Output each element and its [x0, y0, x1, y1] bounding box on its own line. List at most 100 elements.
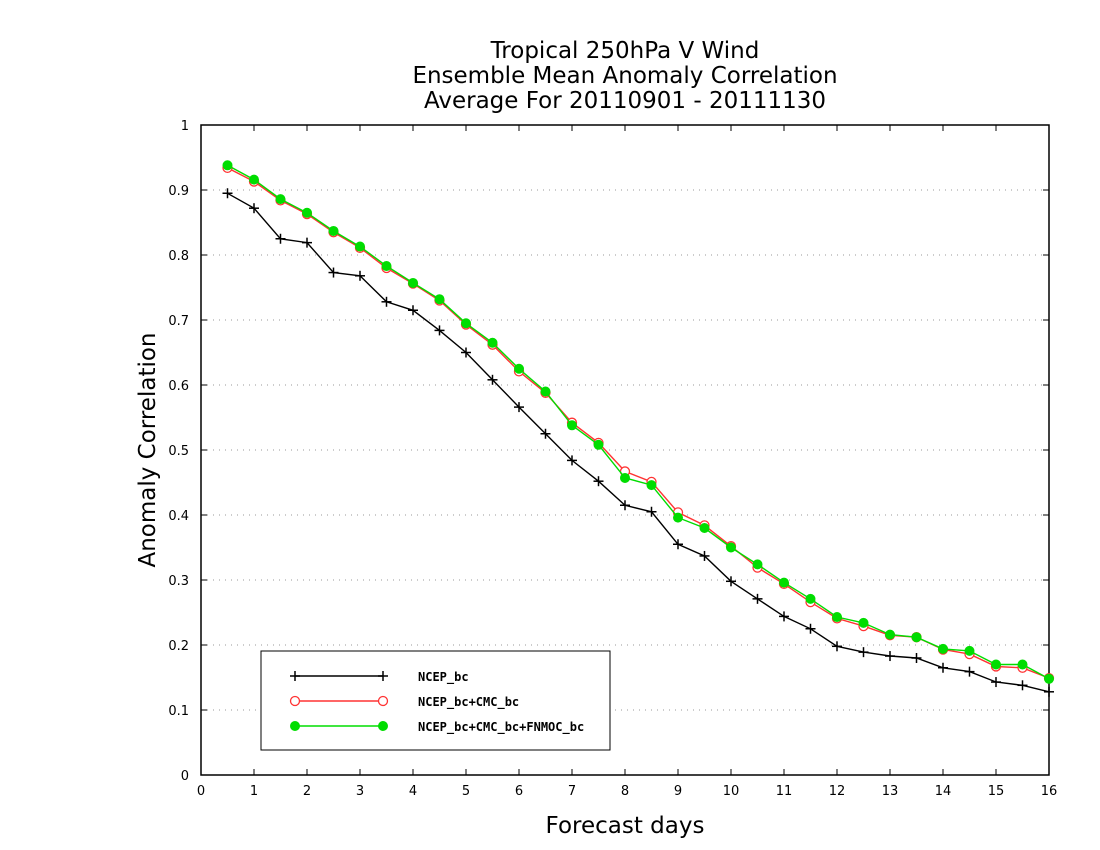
series-1	[222, 188, 1054, 697]
y-axis-label: Anomaly Correlation	[135, 332, 161, 567]
x-tick-label: 12	[829, 784, 846, 799]
x-tick-label: 14	[935, 784, 952, 799]
data-point	[726, 576, 736, 587]
x-tick-label: 1	[250, 784, 258, 799]
data-point	[964, 645, 975, 656]
series-group	[222, 160, 1055, 697]
x-tick-label: 13	[882, 784, 899, 799]
data-point	[461, 318, 471, 329]
data-point	[673, 539, 683, 550]
data-point	[699, 523, 710, 533]
series-3	[222, 160, 1054, 684]
series-line	[227, 167, 1050, 679]
data-point	[805, 593, 816, 604]
data-point	[752, 593, 763, 604]
data-point	[1017, 659, 1028, 670]
data-point	[461, 347, 471, 358]
x-tick-label: 6	[515, 784, 523, 799]
legend-item: NCEP_bc	[290, 670, 469, 685]
data-point	[355, 241, 365, 252]
title-line-1: Tropical 250hPa V Wind	[490, 38, 760, 64]
data-point	[302, 207, 312, 218]
x-tick-label: 15	[988, 784, 1005, 799]
axis-ticks: 0 1 2 3 4 5 6 7 8 9 10 11 12 13 14 15 1600.10.20.30.40.5…	[168, 119, 1057, 799]
y-tick-label: 0.1	[168, 704, 189, 719]
data-point	[646, 480, 657, 491]
data-point	[222, 160, 233, 171]
data-point	[302, 237, 312, 248]
data-point	[620, 472, 630, 483]
x-tick-label: 4	[409, 784, 417, 799]
y-tick-label: 0	[181, 769, 189, 784]
x-tick-label: 9	[674, 784, 682, 799]
data-point	[1044, 686, 1054, 697]
data-point	[779, 611, 789, 622]
legend-marker	[378, 671, 388, 681]
data-point	[567, 455, 577, 466]
x-tick-label: 3	[356, 784, 364, 799]
data-point	[593, 439, 604, 450]
data-point	[275, 233, 286, 244]
data-point	[540, 386, 551, 397]
data-point	[355, 270, 365, 281]
data-point	[885, 629, 895, 640]
data-point	[328, 225, 339, 236]
data-point	[752, 559, 763, 570]
data-point	[938, 662, 948, 673]
title-line-2: Ensemble Mean Anomaly Correlation	[412, 63, 837, 89]
x-tick-label: 0	[197, 784, 205, 799]
legend-label: NCEP_bc+CMC_bc+FNMOC_bc	[418, 720, 584, 735]
data-point	[434, 294, 445, 305]
y-tick-label: 0.8	[168, 249, 189, 264]
gridlines	[201, 189, 1049, 711]
data-point	[991, 659, 1001, 670]
legend-item: NCEP_bc+CMC_bc	[289, 695, 519, 710]
legend-marker	[378, 721, 388, 731]
data-point	[699, 550, 710, 561]
data-point	[487, 374, 498, 385]
data-point	[408, 277, 418, 288]
data-point	[1044, 673, 1054, 684]
y-tick-label: 0.3	[168, 574, 189, 589]
data-point	[222, 188, 233, 199]
x-tick-label: 10	[723, 784, 740, 799]
y-tick-label: 0.2	[168, 639, 189, 654]
data-point	[805, 623, 816, 634]
y-tick-label: 0.5	[168, 444, 189, 459]
data-point	[911, 632, 922, 643]
data-point	[832, 641, 842, 652]
data-point	[249, 174, 259, 185]
data-point	[885, 651, 895, 662]
y-tick-label: 0.9	[168, 184, 189, 199]
data-point	[673, 512, 683, 523]
data-point	[726, 542, 736, 553]
data-point	[646, 506, 657, 517]
x-axis-label: Forecast days	[546, 813, 705, 839]
data-point	[381, 261, 392, 272]
data-point	[408, 305, 418, 316]
data-point	[1017, 680, 1028, 691]
data-point	[514, 363, 524, 374]
data-point	[593, 476, 604, 487]
x-tick-label: 11	[776, 784, 793, 799]
data-point	[275, 194, 286, 205]
y-tick-label: 0.6	[168, 379, 189, 394]
data-point	[514, 402, 524, 413]
data-point	[381, 296, 392, 307]
x-tick-label: 8	[621, 784, 629, 799]
y-tick-label: 1	[181, 119, 189, 134]
x-tick-label: 7	[568, 784, 576, 799]
data-point	[620, 500, 630, 511]
legend-marker	[290, 721, 300, 731]
x-tick-label: 2	[303, 784, 311, 799]
legend-marker	[290, 671, 300, 681]
x-tick-label: 5	[462, 784, 470, 799]
data-point	[938, 643, 948, 654]
data-point	[858, 617, 869, 628]
legend-marker	[377, 695, 389, 707]
y-tick-label: 0.4	[168, 509, 189, 524]
data-point	[567, 420, 577, 431]
legend-item: NCEP_bc+CMC_bc+FNMOC_bc	[290, 720, 584, 735]
data-point	[779, 577, 789, 588]
